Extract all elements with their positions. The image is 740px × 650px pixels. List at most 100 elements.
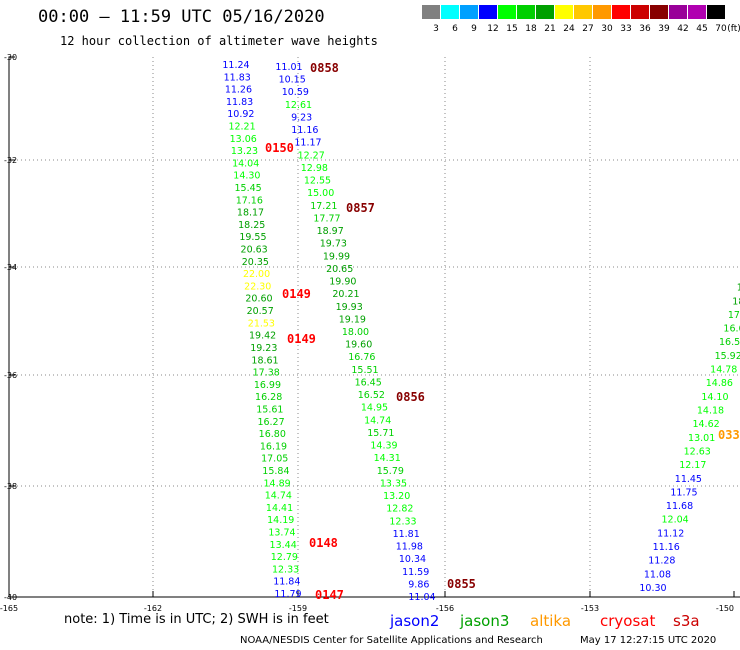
swh-value: 12.21	[228, 122, 255, 133]
swh-value: 14.78	[710, 365, 737, 376]
swh-value: 14.30	[233, 171, 260, 182]
swh-value: 10.92	[227, 109, 254, 120]
footnote: note: 1) Time is in UTC; 2) SWH is in fe…	[64, 612, 329, 627]
swh-value: 19.19	[339, 314, 366, 325]
swh-value: 11.26	[225, 85, 252, 96]
swh-value: 11.59	[402, 567, 429, 578]
latitude-tick-label: -36	[4, 371, 17, 380]
pass-time-label: 0147	[315, 588, 344, 602]
swh-value: 16.99	[254, 380, 281, 391]
swh-value: 10.34	[399, 554, 426, 565]
scale-label: 3	[433, 24, 439, 34]
legend-jason2: jason2	[390, 612, 440, 630]
swh-value: 16.56	[719, 337, 740, 348]
pass-time-label: 0149	[287, 332, 316, 346]
swh-value: 13.01	[688, 433, 715, 444]
scale-swatch	[612, 5, 630, 19]
swh-value: 19.99	[323, 251, 350, 262]
scale-swatch	[517, 5, 535, 19]
pass-time-label: 0148	[309, 536, 338, 550]
swh-value: 12.04	[662, 515, 689, 526]
swh-value: 14.31	[374, 453, 401, 464]
legend-jason3: jason3	[460, 612, 510, 630]
swh-value: 20.21	[332, 289, 359, 300]
pass-time-label: 0857	[346, 201, 375, 215]
swh-value: 16.28	[255, 392, 282, 403]
scale-label: 39	[658, 24, 670, 34]
swh-value: 17.21	[310, 201, 337, 212]
swh-value: 15.00	[307, 188, 334, 199]
swh-value: 20.63	[241, 245, 268, 256]
swh-value: 11.84	[273, 577, 300, 588]
swh-value: 16.76	[348, 352, 375, 363]
scale-swatch	[688, 5, 706, 19]
scale-swatch	[574, 5, 592, 19]
page-title: 00:00 – 11:59 UTC 05/16/2020	[38, 7, 325, 27]
swh-value: 16.45	[355, 377, 382, 388]
swh-value: 11.08	[644, 569, 671, 580]
swh-value: 22.00	[243, 269, 270, 280]
swh-value: 12.55	[304, 176, 331, 187]
credit-line: NOAA/NESDIS Center for Satellite Applica…	[240, 635, 543, 646]
pass-time-label: 0856	[396, 390, 425, 404]
scale-label: 42	[677, 24, 689, 34]
generated-timestamp: May 17 12:27:15 UTC 2020	[580, 635, 717, 646]
scale-label: 30	[601, 24, 613, 34]
scale-swatch	[460, 5, 478, 19]
scale-label: 36	[639, 24, 651, 34]
swh-value: 17.83	[728, 310, 740, 321]
swh-value: 16.27	[257, 417, 284, 428]
scale-swatch	[422, 5, 440, 19]
scale-swatch	[555, 5, 573, 19]
swh-value: 11.81	[393, 529, 420, 540]
scale-label: 18	[525, 24, 537, 34]
scale-label: 33	[620, 24, 632, 34]
scale-swatch	[479, 5, 497, 19]
scale-swatch	[631, 5, 649, 19]
swh-value: 20.60	[245, 294, 272, 305]
swh-value: 21.53	[248, 318, 275, 329]
swh-value: 14.04	[232, 158, 259, 169]
swh-value: 14.74	[364, 415, 391, 426]
swh-value: 12.61	[285, 100, 312, 111]
swh-value: 10.59	[282, 87, 309, 98]
swh-value: 9.86	[408, 579, 429, 590]
swh-value: 10.30	[639, 583, 666, 594]
scale-swatch	[498, 5, 516, 19]
pass-time-label: 0855	[447, 577, 476, 591]
scale-label: 70	[715, 24, 727, 34]
swh-value: 13.23	[231, 146, 258, 157]
swh-value: 14.41	[266, 503, 293, 514]
swh-value: 15.61	[256, 404, 283, 415]
scale-unit: (ft)	[727, 24, 740, 34]
swh-value: 11.98	[396, 542, 423, 553]
swh-value: 18.61	[251, 355, 278, 366]
swh-value: 11.16	[653, 542, 680, 553]
swh-value: 11.45	[675, 474, 702, 485]
swh-value: 18.00	[342, 327, 369, 338]
scale-label: 15	[506, 24, 518, 34]
swh-value: 20.57	[247, 306, 274, 317]
swh-value: 18.81	[737, 283, 740, 294]
swh-value: 20.35	[242, 257, 269, 268]
swh-value: 13.44	[270, 540, 297, 551]
swh-value: 10.15	[279, 75, 306, 86]
swh-value: 12.33	[389, 516, 416, 527]
swh-value: 11.24	[222, 60, 249, 71]
swh-value: 20.65	[326, 264, 353, 275]
latitude-tick-label: -34	[4, 263, 17, 272]
swh-value: 18.12	[732, 296, 740, 307]
swh-value: 14.39	[370, 441, 397, 452]
swh-value: 14.18	[697, 406, 724, 417]
swh-value: 16.19	[260, 441, 287, 452]
swh-value: 12.98	[301, 163, 328, 174]
swh-value: 14.89	[264, 478, 291, 489]
swh-value: 16.68	[723, 324, 740, 335]
longitude-tick-label: -156	[436, 604, 454, 613]
swh-value: 14.86	[706, 378, 733, 389]
scale-label: 9	[471, 24, 477, 34]
legend-cryosat: cryosat	[600, 612, 656, 630]
swh-value: 19.73	[320, 239, 347, 250]
